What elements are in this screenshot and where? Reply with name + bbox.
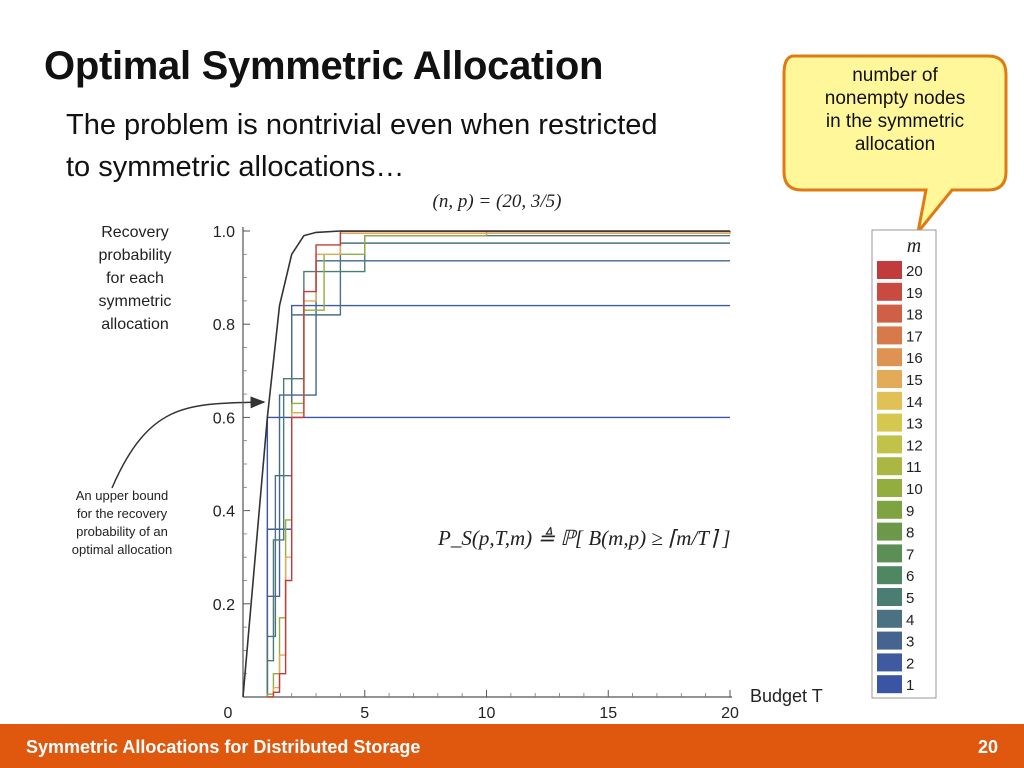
series-m-3 bbox=[266, 260, 730, 697]
legend-label: 15 bbox=[906, 372, 923, 389]
legend-label: 14 bbox=[906, 394, 923, 411]
footer-bar bbox=[0, 724, 1024, 768]
legend-swatch bbox=[877, 413, 902, 432]
legend-swatch bbox=[877, 304, 902, 323]
annotation-line: An upper bound bbox=[76, 488, 169, 503]
chart-title: (n, p) = (20, 3/5) bbox=[433, 191, 562, 212]
x-tick-label: 15 bbox=[599, 705, 617, 722]
legend-label: 4 bbox=[906, 612, 914, 629]
x-tick-label: 10 bbox=[478, 705, 496, 722]
legend-label: 9 bbox=[906, 503, 914, 520]
y-tick-label: 0.6 bbox=[213, 410, 235, 427]
annotation-line: probability of an bbox=[76, 524, 168, 539]
series-m-20 bbox=[266, 230, 731, 698]
legend-swatch bbox=[877, 370, 902, 388]
callout-line: in the symmetric bbox=[825, 111, 965, 132]
recovery-chart: (n, p) = (20, 3/5) Recovery probability … bbox=[72, 191, 937, 722]
callout-line: allocation bbox=[854, 134, 936, 155]
legend-swatch bbox=[877, 588, 902, 606]
legend-label: 11 bbox=[906, 459, 922, 476]
legend-swatch bbox=[877, 500, 902, 519]
legend-swatch bbox=[877, 457, 902, 476]
y-label-line: allocation bbox=[101, 316, 169, 333]
series-m-15 bbox=[266, 231, 731, 698]
series-m-10 bbox=[266, 230, 730, 697]
formula: P_S(p,T,m) ≜ ℙ[ B(m,p) ≥ ⌈m/T⌉ ] bbox=[437, 526, 731, 550]
legend-label: 7 bbox=[906, 546, 914, 563]
subtitle-line-2: to symmetric allocations… bbox=[66, 151, 405, 183]
subtitle-line-1: The problem is nontrivial even when rest… bbox=[66, 109, 658, 141]
legend-swatch bbox=[877, 544, 902, 563]
legend-label: 19 bbox=[906, 285, 923, 302]
upper-bound-line bbox=[242, 230, 730, 698]
legend-label: 17 bbox=[906, 328, 923, 345]
legend: m 20 19 18 17 16 15 14 13 12 11 10 9 8 7 6 5 4 3 2 1 bbox=[871, 229, 937, 699]
legend-swatch bbox=[877, 675, 902, 694]
legend-swatch bbox=[877, 653, 902, 672]
callout-bubble bbox=[782, 54, 1008, 233]
x-tick-label: 5 bbox=[360, 705, 369, 722]
y-axis-label: Recovery probability for each symmetric … bbox=[99, 224, 172, 333]
y-label-line: Recovery bbox=[101, 224, 169, 241]
y-tick-label: 0.8 bbox=[213, 317, 235, 334]
legend-label: 13 bbox=[906, 416, 923, 433]
slide-subtitle: The problem is nontrivial even when rest… bbox=[66, 104, 786, 188]
x-tick-label: 20 bbox=[721, 705, 739, 722]
y-label-line: symmetric bbox=[99, 293, 172, 310]
series-m-2 bbox=[266, 304, 730, 697]
legend-swatch bbox=[877, 435, 902, 454]
legend-label: 10 bbox=[906, 481, 923, 498]
legend-swatch bbox=[877, 261, 902, 279]
y-label-line: for each bbox=[106, 270, 164, 287]
y-tick-label: 0.4 bbox=[213, 504, 235, 521]
legend-label: 18 bbox=[906, 307, 923, 324]
footer-title: Symmetric Allocations for Distributed St… bbox=[26, 737, 421, 757]
legend-swatch bbox=[877, 609, 902, 628]
callout-line: number of bbox=[852, 65, 938, 86]
upper-bound-annotation: An upper bound for the recovery probabil… bbox=[72, 488, 172, 557]
legend-label: 20 bbox=[906, 263, 923, 280]
legend-label: 16 bbox=[906, 350, 923, 367]
legend-swatch bbox=[877, 326, 902, 345]
legend-label: 8 bbox=[906, 525, 914, 542]
legend-swatch bbox=[877, 348, 902, 367]
legend-label: 3 bbox=[906, 634, 914, 651]
series-m-5 bbox=[266, 234, 730, 697]
legend-label: 1 bbox=[906, 677, 914, 694]
legend-swatch bbox=[877, 631, 902, 650]
annotation-line: for the recovery bbox=[77, 506, 168, 521]
annotation-arrow bbox=[111, 396, 266, 489]
legend-swatch bbox=[877, 479, 902, 497]
legend-swatch bbox=[877, 522, 902, 541]
legend-swatch bbox=[877, 566, 902, 585]
legend-swatch bbox=[877, 391, 902, 410]
legend-swatch bbox=[877, 282, 902, 301]
series-m-1 bbox=[266, 416, 730, 697]
legend-label: 2 bbox=[906, 655, 914, 672]
x-tick-label: 0 bbox=[224, 705, 233, 722]
callout-text: number of nonempty nodes in the symmetri… bbox=[792, 64, 998, 156]
series-m-4 bbox=[266, 242, 730, 697]
y-tick-label: 1.0 bbox=[213, 224, 235, 241]
legend-label: 6 bbox=[906, 568, 914, 585]
callout-line: nonempty nodes bbox=[824, 88, 966, 109]
legend-label: 12 bbox=[906, 437, 923, 454]
y-label-line: probability bbox=[99, 247, 172, 264]
legend-title: m bbox=[907, 235, 921, 257]
legend-label: 5 bbox=[906, 590, 914, 607]
slide-title: Optimal Symmetric Allocation bbox=[44, 44, 604, 88]
page-number: 20 bbox=[977, 737, 998, 757]
y-tick-label: 0.2 bbox=[213, 597, 235, 614]
x-axis-label: Budget T bbox=[750, 686, 823, 706]
annotation-line: optimal allocation bbox=[72, 542, 172, 557]
